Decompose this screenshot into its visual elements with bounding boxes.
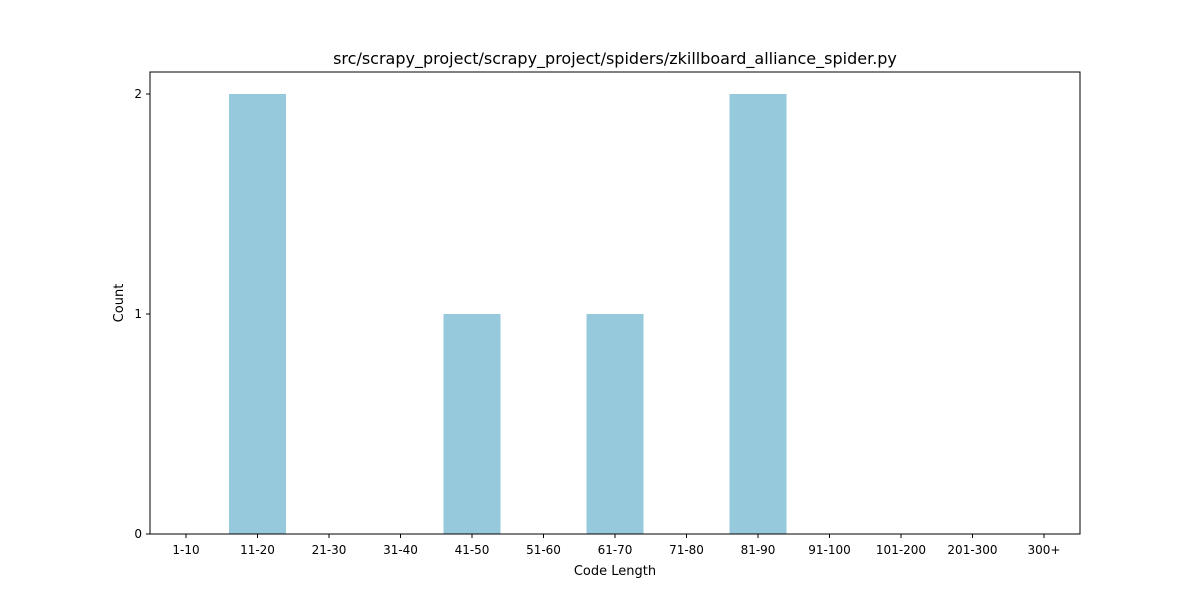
bar-61-70 bbox=[586, 314, 644, 534]
bars-group bbox=[229, 94, 787, 534]
x-tick-label: 41-50 bbox=[455, 543, 490, 557]
y-tick-label: 2 bbox=[134, 87, 142, 101]
y-tick-label: 0 bbox=[134, 527, 142, 541]
bar-41-50 bbox=[443, 314, 501, 534]
x-tick-label: 21-30 bbox=[312, 543, 347, 557]
x-tick-label: 11-20 bbox=[240, 543, 275, 557]
x-tick-label: 1-10 bbox=[172, 543, 199, 557]
x-axis-label: Code Length bbox=[574, 564, 656, 579]
x-tick-label: 51-60 bbox=[526, 543, 561, 557]
x-tick-label: 71-80 bbox=[669, 543, 704, 557]
chart-title: src/scrapy_project/scrapy_project/spider… bbox=[333, 49, 897, 69]
x-tick-label: 201-300 bbox=[947, 543, 997, 557]
x-tick-label: 81-90 bbox=[741, 543, 776, 557]
x-axis: 1-10 11-20 21-30 31-40 41-50 51-60 61-70 71-80 8… bbox=[172, 534, 1060, 557]
x-tick-label: 91-100 bbox=[808, 543, 851, 557]
y-tick-label: 1 bbox=[134, 307, 142, 321]
x-tick-label: 61-70 bbox=[598, 543, 633, 557]
y-axis: 0 1 2 bbox=[134, 87, 150, 541]
x-tick-label: 101-200 bbox=[876, 543, 926, 557]
y-axis-label: Count bbox=[112, 284, 127, 323]
bar-81-90 bbox=[729, 94, 787, 534]
x-tick-label: 31-40 bbox=[383, 543, 418, 557]
x-tick-label: 300+ bbox=[1028, 543, 1061, 557]
bar-11-20 bbox=[229, 94, 286, 534]
